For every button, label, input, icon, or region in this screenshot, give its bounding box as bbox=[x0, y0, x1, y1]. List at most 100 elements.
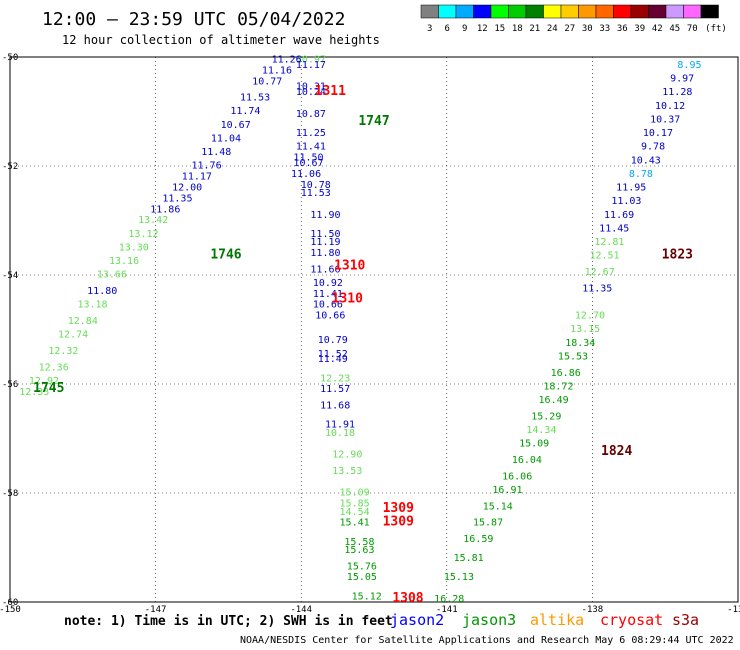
swh-label: 13.18 bbox=[77, 300, 107, 311]
pass-time-label: 1309 bbox=[383, 515, 414, 530]
swh-observations: 10.9711.1710.3110.2410.8711.2511.4111.50… bbox=[19, 54, 701, 605]
x-tick-label: -147 bbox=[145, 605, 167, 615]
swh-label: 15.58 bbox=[344, 537, 374, 548]
scale-label: 15 bbox=[494, 24, 505, 34]
swh-label: 11.68 bbox=[320, 401, 350, 412]
swh-label: 16.59 bbox=[463, 534, 493, 545]
swh-label: 10.17 bbox=[643, 128, 673, 139]
swh-label: 11.49 bbox=[318, 354, 348, 365]
swh-label: 12.70 bbox=[575, 311, 605, 322]
swh-label: 9.97 bbox=[670, 74, 694, 85]
swh-label: 12.67 bbox=[585, 267, 615, 278]
scale-label: 45 bbox=[669, 24, 680, 34]
scale-label: 9 bbox=[462, 24, 467, 34]
swh-label: 15.12 bbox=[352, 591, 382, 602]
swh-label: 15.76 bbox=[347, 561, 377, 572]
scale-swatch bbox=[525, 4, 544, 19]
swh-label: 11.66 bbox=[310, 264, 340, 275]
swh-label: 15.14 bbox=[483, 501, 513, 512]
scale-swatch bbox=[490, 4, 509, 19]
swh-label: 10.66 bbox=[315, 311, 345, 322]
pass-time-label: 1309 bbox=[383, 501, 414, 516]
swh-label: 15.87 bbox=[473, 518, 503, 529]
swh-label: 10.77 bbox=[252, 76, 282, 87]
scale-swatch bbox=[473, 4, 492, 19]
y-tick-label: -58 bbox=[2, 489, 18, 499]
swh-label: 12.84 bbox=[68, 316, 98, 327]
scale-unit: (ft) bbox=[705, 24, 727, 34]
swh-label: 13.30 bbox=[119, 242, 149, 253]
x-tick-label: -138 bbox=[582, 605, 604, 615]
swh-label: 10.18 bbox=[325, 428, 355, 439]
scale-swatch bbox=[595, 4, 614, 19]
color-scale-legend: 3 6 9 12 15 18 21 24 27 30 33 36 39 42 45 70 (ft) bbox=[420, 4, 727, 34]
scale-label: 33 bbox=[599, 24, 610, 34]
swh-label: 11.35 bbox=[162, 193, 192, 204]
swh-label: 10.37 bbox=[650, 114, 680, 125]
swh-label: 10.97 bbox=[296, 54, 326, 65]
swh-label: 11.45 bbox=[599, 223, 629, 234]
chart-title: 12:00 – 23:59 UTC 05/04/2022 bbox=[42, 9, 345, 30]
swh-label: 15.85 bbox=[340, 499, 370, 510]
swh-label: 15.29 bbox=[531, 411, 561, 422]
swh-label: 15.13 bbox=[444, 572, 474, 583]
swh-label: 12.90 bbox=[332, 450, 362, 461]
scale-label: 12 bbox=[477, 24, 488, 34]
y-tick-label: -52 bbox=[2, 162, 18, 172]
swh-label: 11.57 bbox=[320, 384, 350, 395]
swh-label: 15.05 bbox=[347, 572, 377, 583]
swh-label: 13.66 bbox=[97, 270, 127, 281]
swh-label: 10.31 bbox=[296, 82, 326, 93]
swh-label: 15.09 bbox=[340, 488, 370, 499]
swh-label: 11.28 bbox=[662, 87, 692, 98]
swh-label: 11.69 bbox=[604, 210, 634, 221]
pass-time-label: 1308 bbox=[392, 591, 423, 606]
pass-time-label: 1747 bbox=[358, 114, 389, 129]
swh-label: 11.95 bbox=[616, 183, 646, 194]
swh-label: 8.95 bbox=[677, 60, 701, 71]
y-tick-label: -60 bbox=[2, 598, 18, 608]
swh-label: 14.54 bbox=[340, 507, 370, 518]
swh-label: 11.74 bbox=[230, 106, 260, 117]
swh-label: 10.79 bbox=[318, 335, 348, 346]
pass-time-label: 1746 bbox=[210, 248, 241, 263]
swh-label: 11.04 bbox=[211, 133, 241, 144]
swh-label: 10.66 bbox=[313, 300, 343, 311]
pass-time-label: 1311 bbox=[315, 84, 346, 99]
scale-swatch bbox=[648, 4, 667, 19]
swh-label: 11.50 bbox=[293, 153, 323, 164]
swh-label: 12.33 bbox=[19, 387, 49, 398]
swh-label: 10.67 bbox=[293, 158, 323, 169]
swh-label: 18.72 bbox=[543, 381, 573, 392]
swh-label: 13.53 bbox=[332, 466, 362, 477]
swh-label: 12.74 bbox=[58, 330, 88, 341]
scale-swatch bbox=[560, 4, 579, 19]
swh-label: 11.53 bbox=[301, 188, 331, 199]
satellite-jason2: jason2 bbox=[390, 611, 444, 629]
pass-time-label: 1310 bbox=[332, 291, 363, 306]
swh-label: 11.41 bbox=[313, 289, 343, 300]
swh-label: 11.76 bbox=[192, 161, 222, 172]
satellite-s3a: s3a bbox=[672, 611, 699, 629]
swh-label: 11.03 bbox=[611, 196, 641, 207]
scale-label: 36 bbox=[617, 24, 628, 34]
swh-label: 11.90 bbox=[310, 210, 340, 221]
pass-time-label: 1310 bbox=[334, 259, 365, 274]
swh-label: 12.23 bbox=[320, 373, 350, 384]
swh-label: 10.78 bbox=[301, 180, 331, 191]
scale-swatch bbox=[665, 4, 684, 19]
scale-label: 21 bbox=[529, 24, 540, 34]
scale-label: 30 bbox=[582, 24, 593, 34]
scale-label: 39 bbox=[634, 24, 645, 34]
swh-label: 11.19 bbox=[310, 237, 340, 248]
pass-time-label: 1823 bbox=[662, 248, 693, 263]
swh-label: 12.00 bbox=[172, 183, 202, 194]
swh-label: 18.34 bbox=[565, 338, 595, 349]
scale-swatch bbox=[613, 4, 632, 19]
swh-label: 10.43 bbox=[631, 155, 661, 166]
swh-label: 15.63 bbox=[344, 545, 374, 556]
scale-label: 18 bbox=[512, 24, 523, 34]
scale-label: 3 bbox=[427, 24, 432, 34]
